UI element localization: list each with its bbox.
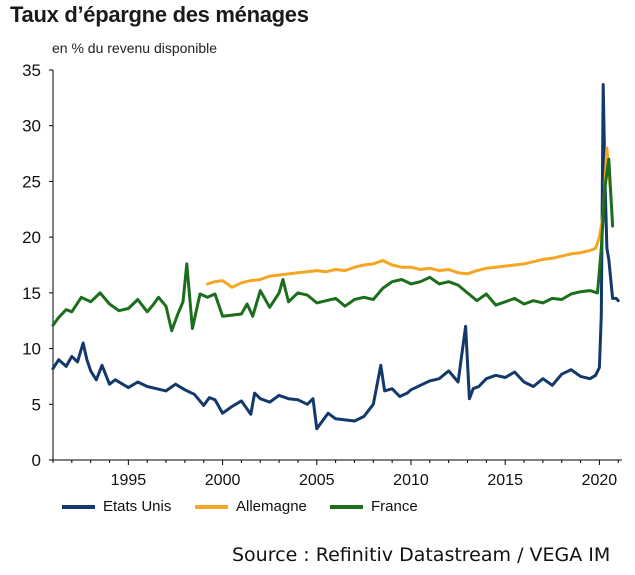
y-tick-label: 0 <box>32 451 41 470</box>
y-tick-label: 35 <box>22 61 41 80</box>
x-tick-label: 1995 <box>111 472 147 489</box>
chart-title: Taux d’épargne des ménages <box>10 2 309 27</box>
y-tick-label: 30 <box>22 117 41 136</box>
y-tick-label: 25 <box>22 172 41 191</box>
line-chart: 0 5 10 15 20 25 30 35 1995 2000 2005 2010 2015 2020 <box>22 61 622 489</box>
legend-label-france: France <box>371 498 418 515</box>
legend-swatch-etats-unis <box>62 504 95 509</box>
series-layer <box>51 83 620 431</box>
series-line-france <box>51 157 615 333</box>
chart-axes: 0 5 10 15 20 25 30 35 1995 2000 2005 2010 2015 2020 <box>22 61 622 489</box>
legend-swatch-allemagne <box>195 504 228 509</box>
x-tick-label: 2005 <box>299 472 335 489</box>
y-tick-label: 5 <box>32 395 41 414</box>
x-tick-label: 2000 <box>205 472 241 489</box>
series-line-etats-unis <box>51 83 620 431</box>
x-tick-label: 2020 <box>582 472 618 489</box>
legend-item-etats-unis: Etats Unis <box>62 498 171 515</box>
y-tick-label: 15 <box>22 284 41 303</box>
legend-label-allemagne: Allemagne <box>236 498 307 515</box>
legend-swatch-france <box>330 504 363 509</box>
series-line-allemagne <box>206 146 613 289</box>
legend-label-etats-unis: Etats Unis <box>103 498 172 515</box>
y-tick-label: 10 <box>22 340 41 359</box>
source-note: Source : Refinitiv Datastream / VEGA IM <box>232 544 611 566</box>
y-tick-label: 20 <box>22 228 41 247</box>
x-tick-label: 2010 <box>393 472 429 489</box>
legend-item-allemagne: Allemagne <box>195 498 307 515</box>
x-tick-label: 2015 <box>487 472 523 489</box>
legend-item-france: France <box>330 498 418 515</box>
chart-subtitle: en % du revenu disponible <box>52 40 218 56</box>
